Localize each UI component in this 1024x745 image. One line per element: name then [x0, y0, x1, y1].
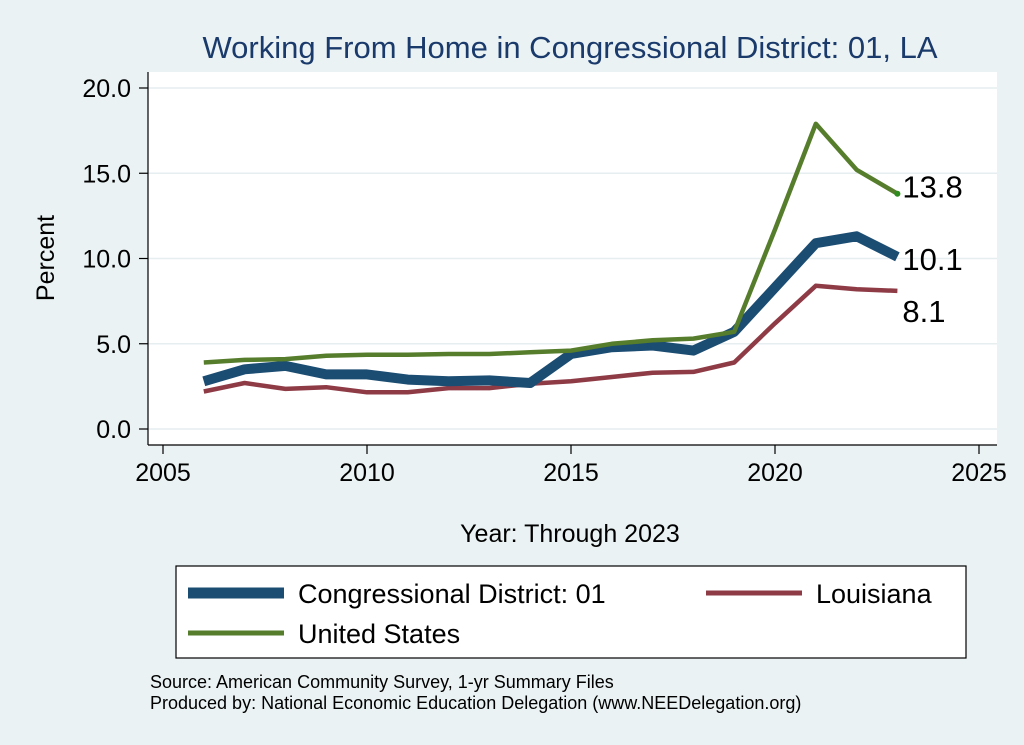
source-note: Source: American Community Survey, 1-yr … [150, 672, 614, 692]
series-lines [202, 121, 901, 395]
x-ticks: 2005 2010 2015 2020 2025 [135, 445, 1007, 487]
producer-note: Produced by: National Economic Education… [150, 693, 801, 713]
y-tick-label: 5.0 [96, 331, 131, 359]
x-tick-label: 2010 [339, 459, 395, 487]
y-tick-label: 15.0 [82, 160, 131, 188]
series-line-2 [203, 121, 899, 365]
end-label: 10.1 [902, 242, 962, 277]
x-tick-label: 2005 [135, 459, 191, 487]
x-axis-label: Year: Through 2023 [460, 520, 680, 548]
y-tick-label: 10.0 [82, 246, 131, 274]
end-label: 13.8 [902, 170, 962, 205]
legend-label-louisiana: Louisiana [816, 579, 933, 609]
legend-label-district: Congressional District: 01 [298, 579, 606, 609]
legend-label-us: United States [298, 619, 460, 649]
end-label: 8.1 [902, 294, 945, 329]
series-line-0 [202, 231, 900, 388]
series-line-1 [203, 283, 898, 395]
end-labels: 10.1 8.1 13.8 [902, 170, 962, 329]
x-tick-label: 2025 [951, 459, 1007, 487]
legend: Congressional District: 01 Louisiana Uni… [175, 565, 967, 659]
y-tick-label: 20.0 [82, 75, 131, 103]
chart-title: Working From Home in Congressional Distr… [202, 30, 937, 65]
y-axis-label: Percent [32, 215, 60, 301]
grid-lines [148, 87, 997, 430]
y-tick-label: 0.0 [96, 416, 131, 444]
x-tick-label: 2020 [747, 459, 803, 487]
y-ticks: 0.0 5.0 10.0 15.0 20.0 [82, 75, 148, 444]
legend-box [175, 565, 967, 659]
x-tick-label: 2015 [543, 459, 599, 487]
us-end-marker [894, 190, 901, 197]
